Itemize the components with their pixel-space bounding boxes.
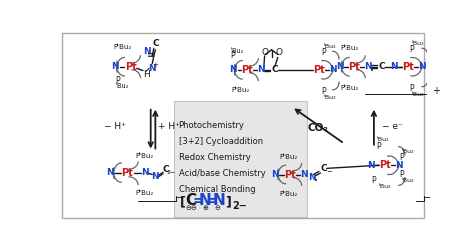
Text: =: = [192,194,204,208]
Text: ᵗBu₂: ᵗBu₂ [116,83,129,89]
Text: N: N [212,193,225,208]
Text: N: N [257,65,264,74]
Text: Photochemistry: Photochemistry [179,121,245,130]
Text: ᵗBu₂: ᵗBu₂ [231,48,244,54]
Text: P: P [376,142,381,151]
Text: N: N [308,173,316,182]
Text: C: C [321,164,328,173]
Text: PᵗBu₂: PᵗBu₂ [280,154,298,160]
Text: P: P [115,76,120,85]
Text: N: N [364,62,372,71]
Text: C: C [272,65,278,74]
Text: P: P [321,87,326,96]
Text: PᵗBu₂: PᵗBu₂ [280,191,298,197]
Text: Chemical Bonding: Chemical Bonding [179,186,255,194]
Text: P: P [321,48,326,57]
Text: +: + [432,86,440,95]
Text: •: • [314,179,318,185]
Text: [3+2] Cycloaddition: [3+2] Cycloaddition [179,137,263,146]
Text: + H⁺: + H⁺ [157,122,180,131]
Text: N: N [336,62,344,71]
Text: PᵗBu₂: PᵗBu₂ [135,153,154,159]
Text: ᵗBu₂: ᵗBu₂ [323,95,336,100]
Text: C: C [185,193,197,208]
Text: ⊕: ⊕ [202,205,208,211]
Text: P: P [400,170,404,179]
Text: Pt: Pt [348,62,360,72]
Text: 2−: 2− [232,201,247,211]
Text: Acid/base Chemistry: Acid/base Chemistry [179,169,265,178]
Text: ᵗBu₂: ᵗBu₂ [401,149,414,154]
Text: N: N [107,168,114,178]
Text: ⊖: ⊖ [214,205,220,211]
Text: P: P [410,45,414,54]
Text: •: • [370,67,374,74]
Text: PᵗBu₂: PᵗBu₂ [114,44,132,50]
Bar [174,101,307,217]
Text: −: − [174,193,182,203]
Text: C: C [162,165,169,174]
Text: O: O [275,48,282,57]
Text: ⊖⊖: ⊖⊖ [185,205,197,211]
Text: N: N [148,64,156,73]
Text: C: C [378,62,385,71]
Text: N: N [229,65,237,74]
Text: P: P [371,176,375,185]
Text: Pt: Pt [402,62,414,72]
Text: N: N [390,62,398,71]
Text: O: O [261,48,268,57]
Text: Pt: Pt [379,160,391,170]
Text: P: P [400,153,404,162]
Text: Pt: Pt [241,65,253,75]
Text: P: P [410,84,414,93]
Text: Redox Chemistry: Redox Chemistry [179,153,250,162]
Text: PᵗBu₂: PᵗBu₂ [231,87,250,93]
Text: [: [ [180,196,186,209]
Text: +: + [153,62,158,68]
Text: −: − [326,169,332,175]
Text: Pt: Pt [313,65,325,75]
Text: N: N [199,193,211,208]
Text: N: N [418,62,426,71]
Text: Pt: Pt [125,62,137,72]
Text: H: H [143,70,149,79]
Text: PᵗBu₂: PᵗBu₂ [135,190,154,196]
Text: =: = [206,194,218,208]
Text: − e⁻: − e⁻ [382,122,403,131]
Text: N: N [152,172,159,181]
Text: −: − [423,193,431,203]
Text: ᵗBu₂: ᵗBu₂ [412,41,424,46]
Text: N: N [301,170,308,179]
Text: Pt: Pt [121,168,133,178]
Text: ᵗBu₂: ᵗBu₂ [377,137,390,142]
Text: PᵗBu₂: PᵗBu₂ [341,85,359,91]
Text: PᵗBu₂: PᵗBu₂ [341,45,359,51]
Text: ]: ] [225,196,231,209]
Text: C: C [153,39,159,48]
Text: ᵗBu₂: ᵗBu₂ [412,92,424,97]
Text: ᵗBu₂: ᵗBu₂ [323,44,336,49]
Text: Pt: Pt [284,170,296,180]
Text: N: N [367,161,374,170]
Text: N: N [395,161,402,170]
Text: ᵗBu₂: ᵗBu₂ [401,178,414,183]
Text: CO₂: CO₂ [308,123,328,133]
Text: N: N [111,62,119,71]
Text: N: N [143,47,151,56]
Text: ≡: ≡ [147,50,155,60]
Text: N: N [271,170,279,179]
Text: N: N [329,65,337,74]
Text: 2−: 2− [166,170,175,176]
Text: N: N [141,168,148,178]
Text: ᵗBu₂: ᵗBu₂ [379,184,391,189]
Text: P: P [230,51,234,61]
Text: − H⁺: − H⁺ [104,122,126,131]
